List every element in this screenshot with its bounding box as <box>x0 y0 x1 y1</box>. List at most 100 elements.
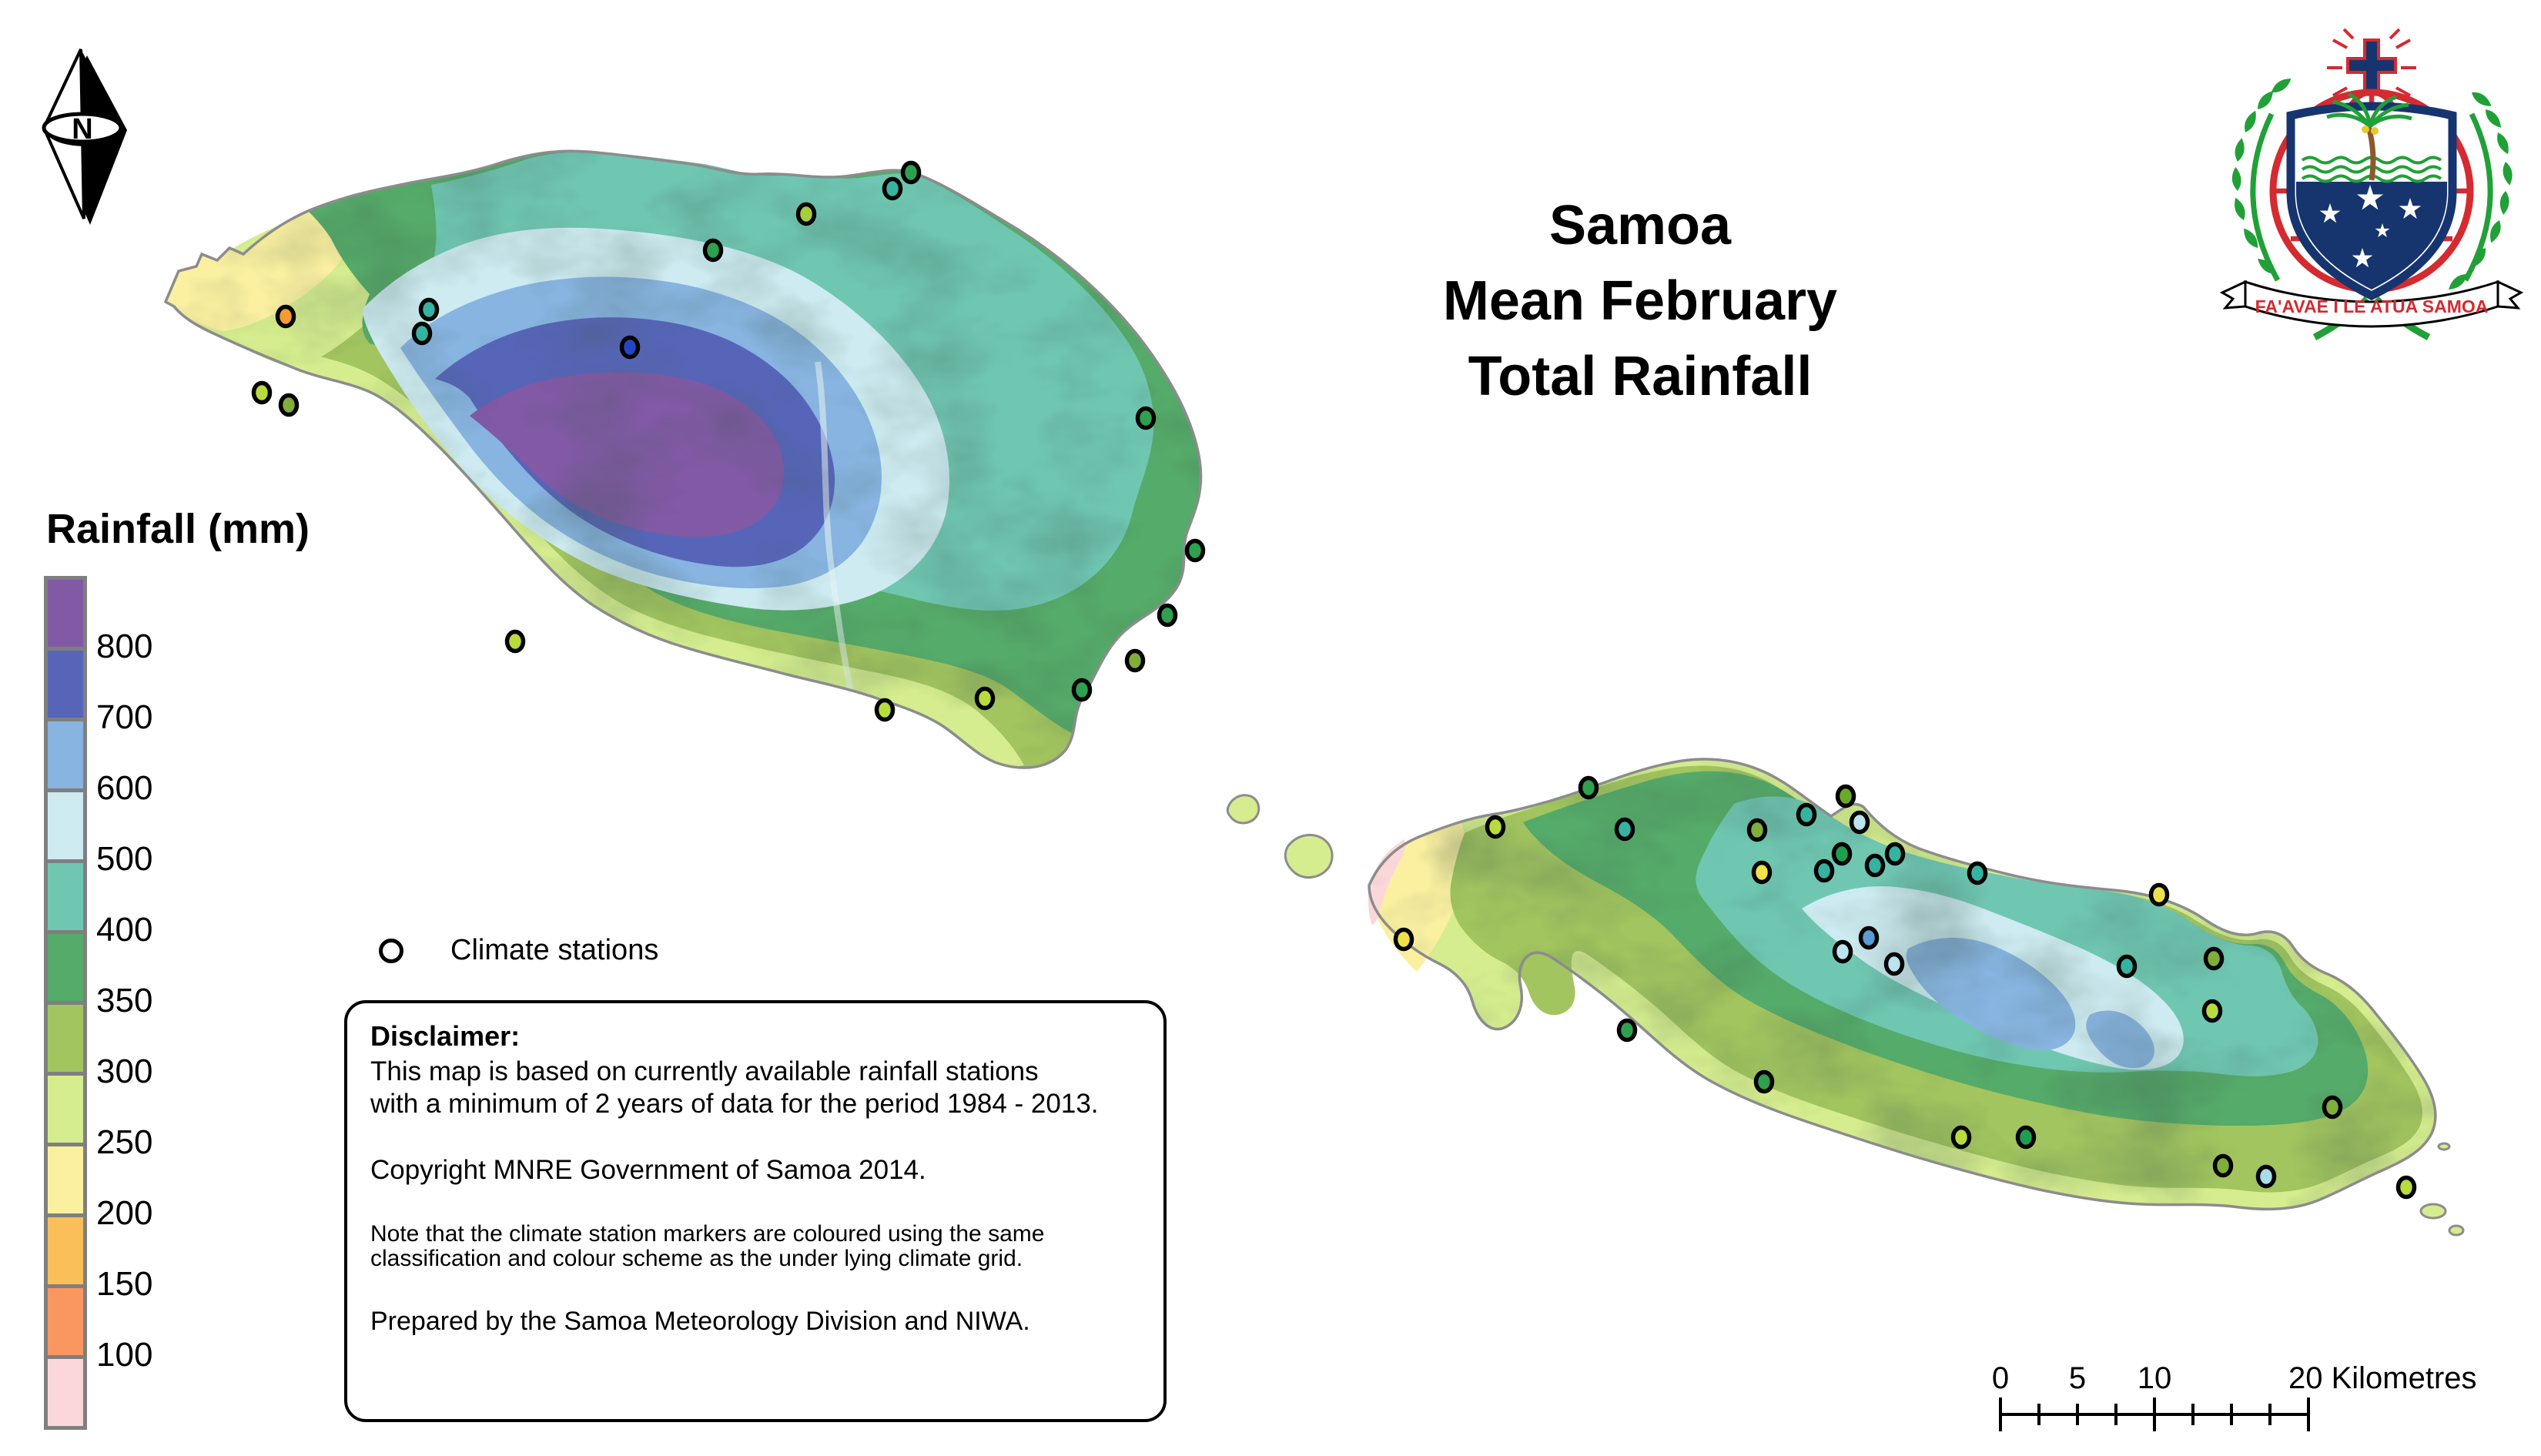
climate-station-marker <box>1393 927 1414 952</box>
disclaimer-copyright: Copyright MNRE Government of Samoa 2014. <box>370 1155 926 1185</box>
climate-station-marker <box>974 686 996 711</box>
upolu-band-600-700-a <box>1906 937 2076 1051</box>
legend-color-bar <box>44 576 87 1430</box>
climate-station-marker <box>278 393 300 417</box>
legend-swatch <box>44 1072 87 1146</box>
climate-station-marker <box>1124 648 1146 673</box>
legend-swatch <box>44 1284 87 1359</box>
climate-station-marker <box>1796 802 1817 827</box>
island-savaii <box>146 139 1224 793</box>
legend-label: 100 <box>96 1336 153 1374</box>
climate-station-marker <box>900 160 922 185</box>
crest-banner-icon: FA'AVAE I LE ATUA SAMOA <box>2219 279 2524 328</box>
legend-swatch <box>44 1213 87 1288</box>
climate-stations-label: Climate stations <box>450 934 659 966</box>
islet-manono <box>1284 834 1334 879</box>
climate-station-marker <box>1967 861 1988 885</box>
legend-label: 350 <box>96 982 153 1019</box>
savaii-band-800plus <box>470 372 785 537</box>
legend-label: 600 <box>96 769 153 807</box>
map-title-line3: Total Rainfall <box>1468 346 1813 407</box>
north-arrow-n-label: N <box>72 113 92 146</box>
scale-label-10: 10 <box>2138 1361 2172 1395</box>
disclaimer-box: Disclaimer: This map is based on current… <box>344 1000 1167 1422</box>
climate-station-marker <box>2322 1095 2343 1120</box>
climate-station-marker <box>251 380 273 405</box>
disclaimer-note1: Note that the climate station markers ar… <box>370 1221 1045 1247</box>
legend-label: 800 <box>96 628 153 665</box>
climate-station-marker <box>418 297 440 322</box>
climate-station-marker <box>1884 842 1906 866</box>
climate-station-marker <box>1813 859 1835 883</box>
legend-swatch <box>44 930 87 1005</box>
climate-station-marker <box>411 321 433 346</box>
disclaimer-note: Note that the climate station markers ar… <box>370 1222 1140 1271</box>
islet-nuutele <box>2419 1203 2447 1220</box>
legend-swatch <box>44 1143 87 1217</box>
climate-station-marker <box>1751 860 1773 885</box>
climate-station-marker <box>1950 1125 1972 1150</box>
climate-station-marker <box>2116 954 2138 979</box>
climate-station-marker <box>795 202 817 226</box>
climate-station-marker <box>1883 952 1905 976</box>
climate-stations-layer <box>251 160 2417 1200</box>
scale-label-20km: 20 Kilometres <box>2288 1361 2477 1395</box>
islets <box>1226 794 2465 1237</box>
savaii-hillshade <box>146 139 1224 793</box>
crest-palm-icon <box>2326 92 2412 181</box>
legend-title: Rainfall (mm) <box>46 506 310 552</box>
scale-label-5: 5 <box>2069 1361 2086 1395</box>
climate-station-marker <box>1858 925 1880 950</box>
crest-rays-icon <box>2327 28 2416 97</box>
map-title: Samoa Mean February Total Rainfall <box>1263 188 2017 414</box>
disclaimer-prepared: Prepared by the Samoa Meteorology Divisi… <box>370 1307 1030 1336</box>
climate-station-marker <box>1184 538 1206 563</box>
climate-station-marker <box>1616 1018 1638 1043</box>
climate-station-marker <box>1832 939 1853 964</box>
savaii-band-200-250-tip <box>166 197 357 331</box>
upolu-band-600-700-b <box>2086 1010 2154 1069</box>
legend-swatch <box>44 1001 87 1076</box>
climate-station-marker <box>874 698 896 722</box>
legend-label: 700 <box>96 698 153 736</box>
climate-station-marker <box>2203 946 2225 971</box>
islet-apolima <box>1226 794 1260 825</box>
climate-station-marker-icon <box>379 939 403 963</box>
map-title-line2: Mean February <box>1442 270 1838 332</box>
climate-station-marker <box>1135 406 1157 430</box>
crest-shield-icon <box>2286 92 2457 301</box>
climate-station-marker <box>1746 818 1768 842</box>
legend-swatch <box>44 859 87 934</box>
scale-bar: 0 5 10 20 Kilometres <box>1992 1361 2477 1431</box>
climate-station-marker <box>1864 853 1886 878</box>
islet-nuulua <box>2448 1224 2465 1237</box>
climate-station-marker <box>1071 678 1093 702</box>
map-title-line1: Samoa <box>1548 195 1732 256</box>
legend-label: 400 <box>96 911 153 949</box>
climate-station-marker <box>1614 817 1635 842</box>
climate-station-marker <box>1157 603 1178 628</box>
climate-station-marker <box>619 335 641 360</box>
disclaimer-line2: with a minimum of 2 years of data for th… <box>370 1089 1099 1119</box>
climate-station-marker <box>882 176 903 201</box>
islet-small <box>2437 1142 2451 1151</box>
disclaimer-heading: Disclaimer: <box>370 1020 521 1052</box>
north-arrow-ellipse <box>42 112 123 144</box>
climate-station-marker <box>1849 810 1870 835</box>
crest-motto: FA'AVAE I LE ATUA SAMOA <box>2255 296 2489 316</box>
climate-station-marker <box>2212 1153 2234 1178</box>
climate-station-marker <box>1835 784 1856 808</box>
climate-station-marker <box>2015 1125 2037 1150</box>
scale-label-0: 0 <box>1992 1361 2009 1395</box>
disclaimer-text-1: This map is based on currently available… <box>370 1056 1140 1120</box>
climate-station-marker <box>1753 1069 1775 1094</box>
legend-label: 300 <box>96 1053 153 1090</box>
legend-swatch <box>44 647 87 721</box>
island-upolu <box>1368 758 2437 1211</box>
legend-label: 200 <box>96 1194 153 1232</box>
legend-label: 150 <box>96 1265 153 1303</box>
legend-swatch <box>44 788 87 863</box>
legend-swatch <box>44 1355 87 1430</box>
climate-station-marker <box>2255 1164 2277 1189</box>
